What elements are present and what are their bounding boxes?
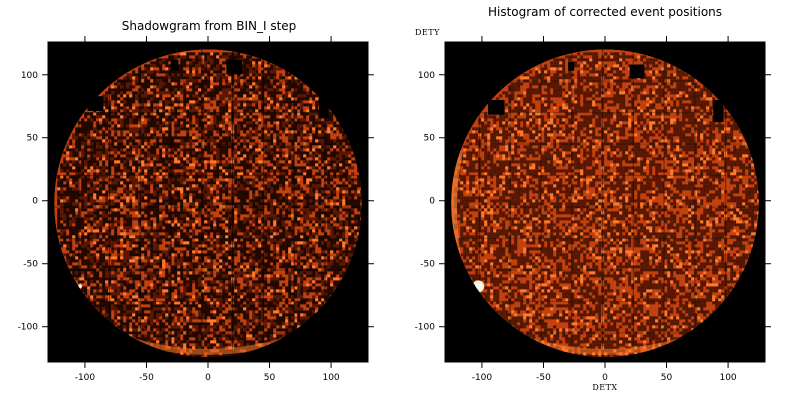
right-y-tick-label: 0 (429, 197, 435, 207)
right-mask-block (629, 64, 645, 79)
right-x-tick-label: -100 (472, 373, 493, 383)
right-plot-area: -100 -50 0 50 100 -100 -50 0 50 100 (415, 36, 771, 383)
right-hotspot-core (475, 283, 482, 290)
right-empty-cells (454, 52, 759, 358)
right-x-tick-label: 50 (661, 373, 673, 383)
left-mask-block (318, 96, 329, 119)
right-y-tick-label: -100 (415, 323, 436, 333)
left-plot-area: -100 -50 0 50 100 -100 -50 0 50 100 (18, 36, 374, 383)
right-panel: Histogram of corrected event positions D… (415, 5, 771, 392)
right-x-tick-label: 0 (602, 373, 608, 383)
left-y-tick-label: -100 (18, 323, 39, 333)
left-panel: Shadowgram from BIN_I step -100 -50 0 50 100… (18, 19, 374, 383)
left-mask-block (171, 59, 179, 71)
left-x-tick-label: 50 (264, 373, 276, 383)
right-mask-block (488, 99, 505, 115)
left-y-tick-label: 50 (27, 134, 39, 144)
left-y-tick-label: 100 (21, 71, 38, 81)
right-chart-title: Histogram of corrected event positions (488, 5, 722, 19)
left-mask-block (226, 59, 243, 75)
right-x-axis-label: DETX (592, 383, 617, 392)
right-x-tick-label: 100 (719, 373, 736, 383)
right-high-count-cells (460, 55, 759, 356)
right-y-tick-label: 50 (424, 134, 436, 144)
left-y-tick-label: 0 (32, 197, 38, 207)
right-y-tick-label: 100 (418, 71, 435, 81)
right-y-axis-label: DETY (415, 28, 440, 37)
left-y-tick-label: -50 (23, 260, 38, 270)
right-x-tick-label: -50 (536, 373, 551, 383)
right-mask-block (568, 62, 575, 71)
left-chart-title: Shadowgram from BIN_I step (122, 19, 297, 33)
left-x-tick-label: 0 (205, 373, 211, 383)
right-mask-block (713, 99, 724, 123)
left-empty-cells (57, 52, 362, 358)
right-y-tick-label: -50 (420, 260, 435, 270)
left-x-tick-label: -50 (139, 373, 154, 383)
left-x-tick-label: -100 (75, 373, 96, 383)
left-x-tick-label: 100 (322, 373, 339, 383)
